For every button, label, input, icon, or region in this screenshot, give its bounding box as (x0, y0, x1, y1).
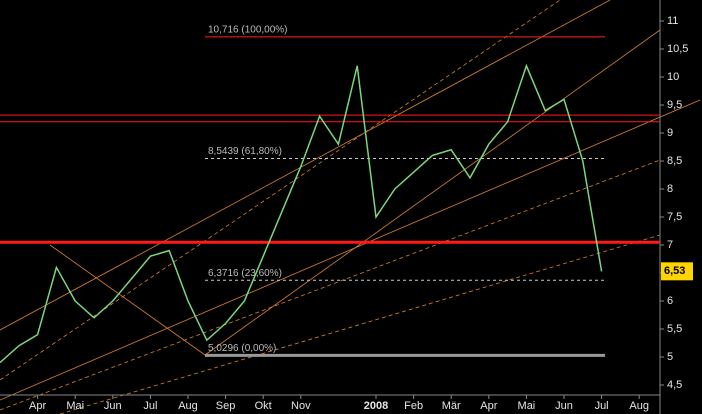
y-tick-label: 9,5 (667, 99, 682, 111)
x-tick-label: Apr (480, 400, 497, 412)
fib-label: 6,3716 (23,60%) (208, 268, 282, 279)
fib-label: 5,0296 (0,00%) (208, 343, 276, 354)
y-tick-label: 8,5 (667, 155, 682, 167)
y-tick-label: 5 (667, 351, 673, 363)
y-tick-label: 11 (667, 15, 678, 27)
x-tick-label: Mär (442, 400, 461, 412)
fib-label: 10,716 (100,00%) (208, 25, 288, 36)
x-tick-label: Aug (178, 400, 198, 412)
x-tick-label: Nov (291, 400, 311, 412)
y-tick-label: 7,5 (667, 211, 682, 223)
x-tick-label: Jun (555, 400, 573, 412)
fib-label: 8,5439 (61,80%) (208, 146, 282, 157)
x-tick-label: Feb (404, 400, 423, 412)
y-tick-label: 10,5 (667, 43, 688, 55)
x-tick-label: Sep (216, 400, 236, 412)
y-tick-label: 5,5 (667, 323, 682, 335)
x-tick-label: 2008 (364, 400, 388, 412)
x-tick-label: Mai (66, 400, 84, 412)
y-tick-label: 4,5 (667, 379, 682, 391)
last-price-label: 6,53 (664, 265, 685, 277)
x-tick-label: Mai (518, 400, 536, 412)
y-tick-label: 6 (667, 295, 673, 307)
x-tick-label: Aug (629, 400, 649, 412)
y-tick-label: 7 (667, 239, 673, 251)
x-tick-label: Jun (104, 400, 122, 412)
y-tick-label: 9 (667, 127, 673, 139)
price-line (0, 63, 603, 364)
y-tick-label: 10 (667, 71, 679, 83)
x-tick-label: Jul (143, 400, 157, 412)
y-tick-label: 8 (667, 183, 673, 195)
x-tick-label: Okt (255, 400, 272, 412)
x-tick-label: Apr (29, 400, 46, 412)
last-price-box (661, 262, 693, 281)
x-tick-label: Jul (595, 400, 609, 412)
